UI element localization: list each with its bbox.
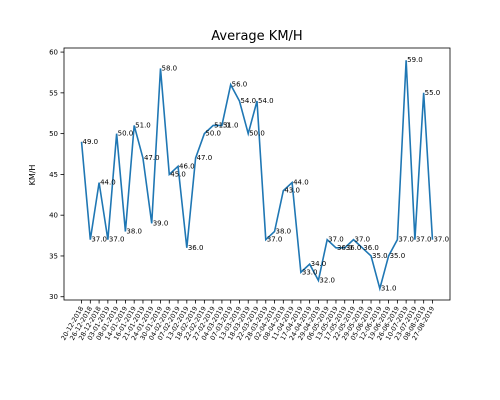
data-label: 50.0 xyxy=(205,130,221,138)
data-label: 58.0 xyxy=(162,64,178,72)
y-tick-label: 55 xyxy=(49,89,58,97)
data-label: 36.0 xyxy=(363,244,379,252)
data-label: 38.0 xyxy=(276,227,292,235)
data-label: 54.0 xyxy=(258,97,274,105)
data-label: 47.0 xyxy=(197,154,213,162)
data-label: 56.0 xyxy=(232,81,248,89)
data-label: 45.0 xyxy=(170,170,186,178)
data-label: 37.0 xyxy=(433,236,449,244)
data-label: 36.0 xyxy=(346,244,362,252)
y-tick-label: 40 xyxy=(49,212,58,220)
data-label: 37.0 xyxy=(267,236,283,244)
data-label: 59.0 xyxy=(407,56,423,64)
data-label: 36.0 xyxy=(188,244,204,252)
data-label: 47.0 xyxy=(144,154,160,162)
data-label: 38.0 xyxy=(126,227,142,235)
data-label: 44.0 xyxy=(293,179,309,187)
data-label: 36.0 xyxy=(337,244,353,252)
data-label: 44.0 xyxy=(100,179,116,187)
y-tick-label: 45 xyxy=(49,171,58,179)
line xyxy=(80,60,434,292)
data-label: 35.0 xyxy=(372,252,388,260)
y-tick-label: 60 xyxy=(49,49,58,57)
data-label: 37.0 xyxy=(398,236,414,244)
data-label: 33.0 xyxy=(302,268,318,276)
data-label: 32.0 xyxy=(319,276,335,284)
data-label: 37.0 xyxy=(355,236,371,244)
data-label: 43.0 xyxy=(284,187,300,195)
data-label: 55.0 xyxy=(425,89,441,97)
y-tick-label: 35 xyxy=(49,252,58,260)
data-label: 37.0 xyxy=(328,236,344,244)
data-label: 37.0 xyxy=(416,236,432,244)
data-label: 50.0 xyxy=(249,130,265,138)
data-label: 39.0 xyxy=(153,219,169,227)
data-label: 51.0 xyxy=(214,121,230,129)
data-label: 49.0 xyxy=(83,138,99,146)
data-label: 35.0 xyxy=(390,252,406,260)
data-label: 50.0 xyxy=(118,130,134,138)
data-label: 31.0 xyxy=(381,285,397,293)
y-axis-label: KM/H xyxy=(28,165,37,186)
data-label: 51.0 xyxy=(135,121,151,129)
y-tick-label: 30 xyxy=(49,293,58,301)
data-label: 37.0 xyxy=(91,236,107,244)
data-label: 51.0 xyxy=(223,121,239,129)
data-label: 34.0 xyxy=(311,260,327,268)
data-label: 46.0 xyxy=(179,162,195,170)
data-label: 54.0 xyxy=(240,97,256,105)
y-tick-label: 50 xyxy=(49,130,58,138)
chart-title: Average KM/H xyxy=(211,29,302,44)
data-label: 37.0 xyxy=(109,236,125,244)
